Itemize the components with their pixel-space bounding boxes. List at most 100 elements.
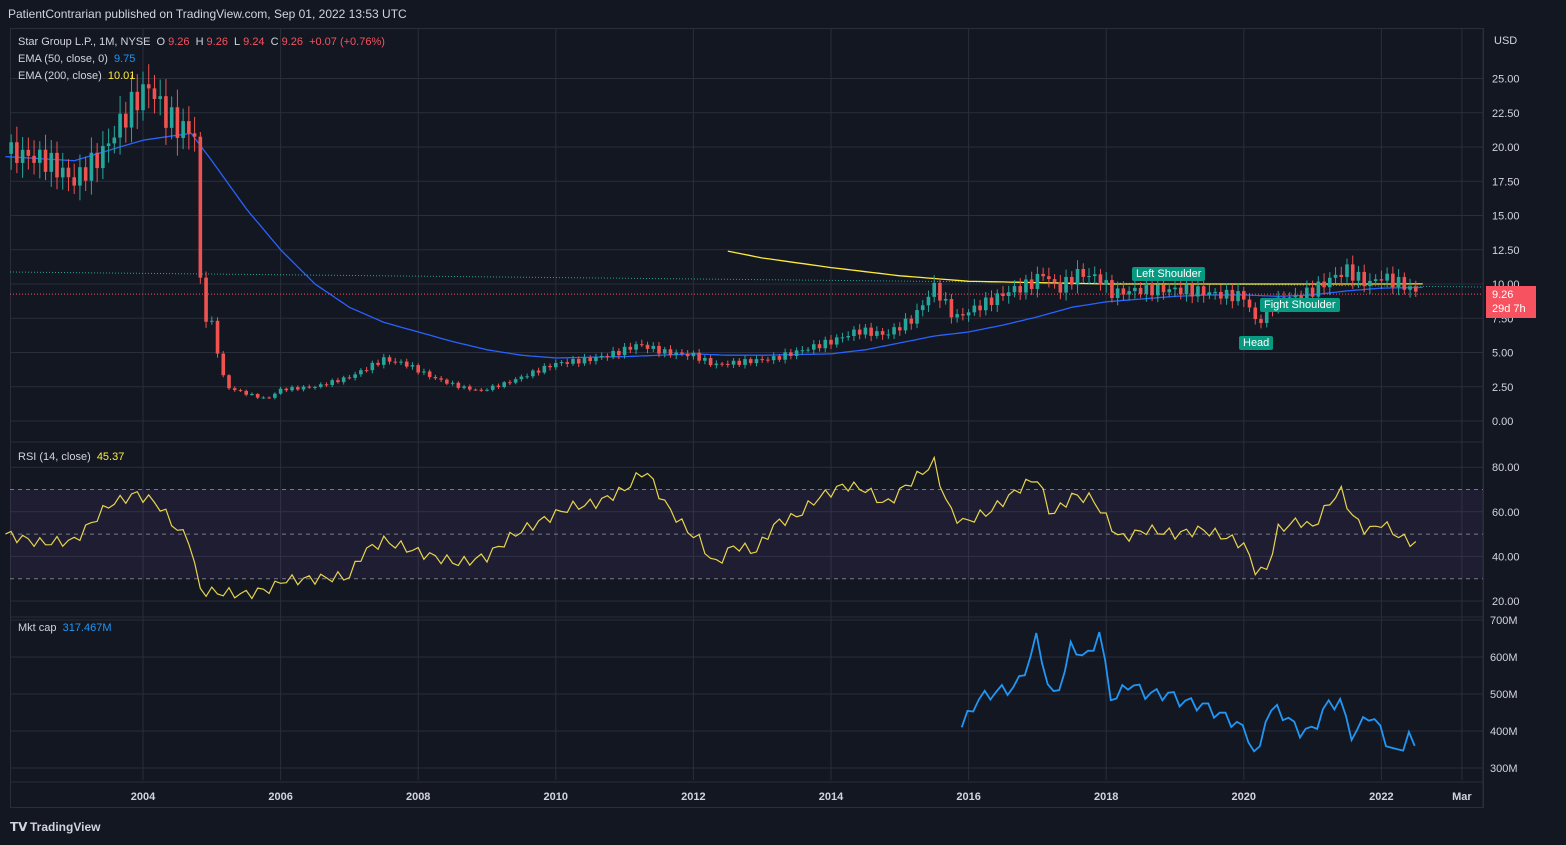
candle-body: [588, 357, 592, 362]
candle-body: [198, 136, 203, 278]
currency-label: USD: [1494, 35, 1517, 47]
candle-body: [313, 386, 317, 388]
candle-body: [697, 352, 701, 361]
x-tick-label: 2006: [268, 791, 292, 803]
head-label[interactable]: Head: [1239, 336, 1274, 350]
candle-body: [83, 167, 88, 181]
candle-body: [1219, 291, 1223, 299]
candle-body: [1058, 282, 1063, 293]
price-tick-label: 12.50: [1492, 245, 1520, 257]
candle-body: [760, 359, 764, 361]
candle-body: [192, 133, 197, 137]
candle-body: [353, 374, 357, 378]
candle-body: [542, 365, 547, 373]
candle-body: [164, 96, 168, 128]
candle-body: [1075, 269, 1080, 285]
candle-body: [43, 149, 48, 172]
right-shoulder-label[interactable]: Fight Shoulder: [1260, 298, 1340, 312]
candle-body: [175, 107, 180, 139]
candle-body: [450, 382, 455, 384]
candle-body: [949, 298, 954, 318]
candle-body: [1305, 287, 1309, 299]
candle-body: [1173, 287, 1177, 290]
candle-body: [307, 386, 312, 388]
mcap-tick-label: 700M: [1490, 615, 1518, 627]
trend-reference-line: [9, 271, 1484, 288]
last-price-tag: 9.26 29d 7h: [1486, 286, 1536, 318]
candle-body: [347, 377, 352, 379]
x-tick-label: 2014: [819, 791, 844, 803]
candle-body: [852, 329, 856, 336]
rsi-tick-label: 60.00: [1492, 507, 1520, 519]
candle-body: [106, 143, 111, 146]
candle-body: [1161, 284, 1166, 293]
candle-body: [703, 357, 707, 361]
candle-body: [38, 149, 42, 163]
candle-body: [599, 355, 604, 358]
x-tick-label: Mar: [1452, 791, 1472, 803]
mcap-line: [960, 631, 1416, 753]
candle-body: [989, 297, 994, 306]
candle-body: [554, 362, 558, 368]
candle-body: [1144, 283, 1149, 295]
candle-body: [1196, 286, 1200, 297]
candle-body: [1024, 279, 1028, 293]
candle-body: [227, 375, 231, 389]
candle-body: [1345, 264, 1349, 278]
candle-body: [55, 152, 59, 178]
candle-body: [771, 356, 776, 361]
rsi-line: [5, 455, 1417, 600]
candle-body: [519, 376, 524, 380]
candle-body: [273, 393, 277, 398]
candle-body: [1310, 287, 1315, 297]
candle-body: [920, 305, 925, 311]
candle-body: [284, 388, 289, 391]
brand-text: TradingView: [30, 820, 101, 834]
candle-body: [737, 360, 742, 365]
candle-body: [1333, 274, 1338, 278]
candle-body: [364, 370, 369, 372]
candle-body: [594, 357, 598, 362]
left-shoulder-label[interactable]: Left Shoulder: [1132, 267, 1206, 281]
candle-body: [508, 382, 512, 384]
candle-body: [823, 339, 828, 349]
open-label: O: [156, 36, 166, 48]
candle-body: [938, 282, 942, 301]
candle-body: [1207, 292, 1212, 296]
candle-body: [1167, 289, 1172, 293]
candle-body: [410, 365, 415, 367]
price-tick-label: 22.50: [1492, 108, 1520, 120]
candle-body: [1408, 286, 1412, 290]
candle-body: [141, 84, 145, 111]
candle-body: [525, 376, 529, 378]
candle-body: [382, 357, 386, 365]
candle-body: [78, 167, 82, 186]
mcap-tick-label: 600M: [1490, 652, 1518, 664]
candle-body: [1224, 289, 1229, 299]
candle-body: [726, 363, 730, 365]
candle-body: [15, 142, 19, 163]
candle-body: [490, 385, 495, 390]
price-tick-label: 15.00: [1492, 211, 1520, 223]
candle-body: [1184, 284, 1189, 295]
candle-body: [1041, 273, 1045, 277]
close-label: C: [270, 36, 279, 48]
candle-body: [812, 344, 816, 350]
candle-body: [101, 145, 105, 169]
candle-body: [1328, 277, 1332, 288]
tradingview-logo-icon: 𝗧𝗩: [10, 820, 28, 834]
mcap-tick-label: 400M: [1490, 726, 1518, 738]
ema200-label: EMA (200, close): [18, 70, 102, 82]
candle-body: [634, 344, 638, 350]
candle-body: [169, 107, 174, 128]
candle-body: [1110, 280, 1114, 298]
candle-body: [582, 357, 587, 364]
candle-body: [571, 358, 575, 364]
candle-body: [1064, 276, 1068, 293]
candle-body: [129, 91, 134, 128]
candle-body: [645, 344, 650, 349]
candle-body: [66, 167, 71, 178]
candle-body: [1373, 279, 1378, 281]
low-label: L: [234, 36, 241, 48]
